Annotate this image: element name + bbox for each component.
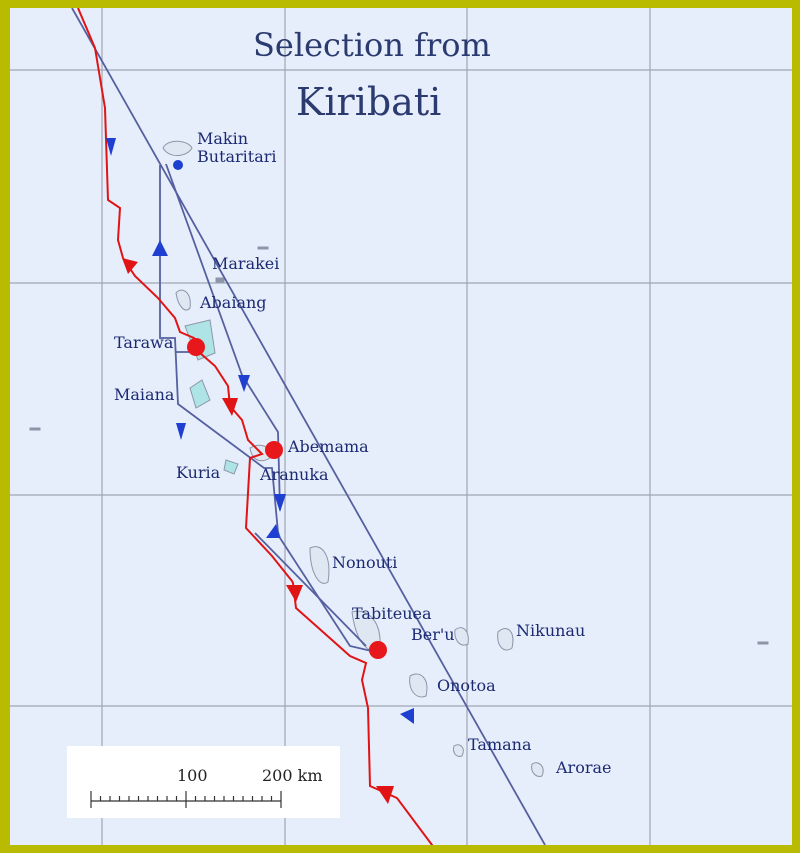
label-abemama: Abemama	[288, 437, 369, 456]
blue-arrows	[106, 138, 414, 724]
red-arrows	[122, 258, 394, 804]
island-butaritari	[162, 140, 193, 156]
map-title-line2: Kiribati	[296, 80, 442, 124]
label-maiana: Maiana	[114, 385, 175, 404]
label-onotoa: Onotoa	[437, 676, 496, 695]
label-tarawa: Tarawa	[114, 333, 174, 352]
red-dots	[187, 338, 387, 659]
label-nikunau: Nikunau	[516, 621, 586, 640]
map-graphics	[10, 8, 792, 845]
island-shapes	[29, 140, 769, 777]
map-title-line1: Selection from	[253, 26, 491, 64]
blue-dot-butaritari	[173, 160, 183, 170]
island-nonouti	[309, 546, 330, 584]
grid-lines	[10, 8, 792, 845]
island-beru	[454, 627, 469, 646]
red-route	[77, 8, 434, 845]
island-arorae	[531, 762, 544, 777]
label-marakei: Marakei	[212, 254, 280, 273]
label-beru: Ber'u	[411, 625, 455, 644]
label-abaiang: Abaiang	[200, 293, 267, 312]
scale-bar-box: 100 200 km	[67, 746, 340, 818]
scale-mid-label: 100	[177, 766, 208, 785]
label-nonouti: Nonouti	[332, 553, 398, 572]
scale-end-label: 200 km	[262, 766, 323, 785]
island-nikunau	[497, 628, 514, 651]
scale-bar	[90, 791, 282, 808]
label-tabiteuea: Tabiteuea	[352, 604, 432, 623]
label-kuria: Kuria	[176, 463, 221, 482]
map-area[interactable]: Selection from Kiribati Makin Butaritari…	[10, 8, 792, 845]
island-kuria	[223, 459, 239, 475]
island-maiana	[189, 379, 211, 409]
label-butaritari: Butaritari	[197, 147, 277, 166]
blue-routes	[71, 8, 546, 845]
island-abaiang	[175, 289, 191, 311]
label-makin: Makin	[197, 129, 249, 148]
label-arorae: Arorae	[556, 758, 612, 777]
island-tamana	[453, 744, 464, 757]
label-tamana: Tamana	[468, 735, 532, 754]
island-onotoa	[409, 673, 428, 698]
label-aranuka: Aranuka	[260, 465, 329, 484]
